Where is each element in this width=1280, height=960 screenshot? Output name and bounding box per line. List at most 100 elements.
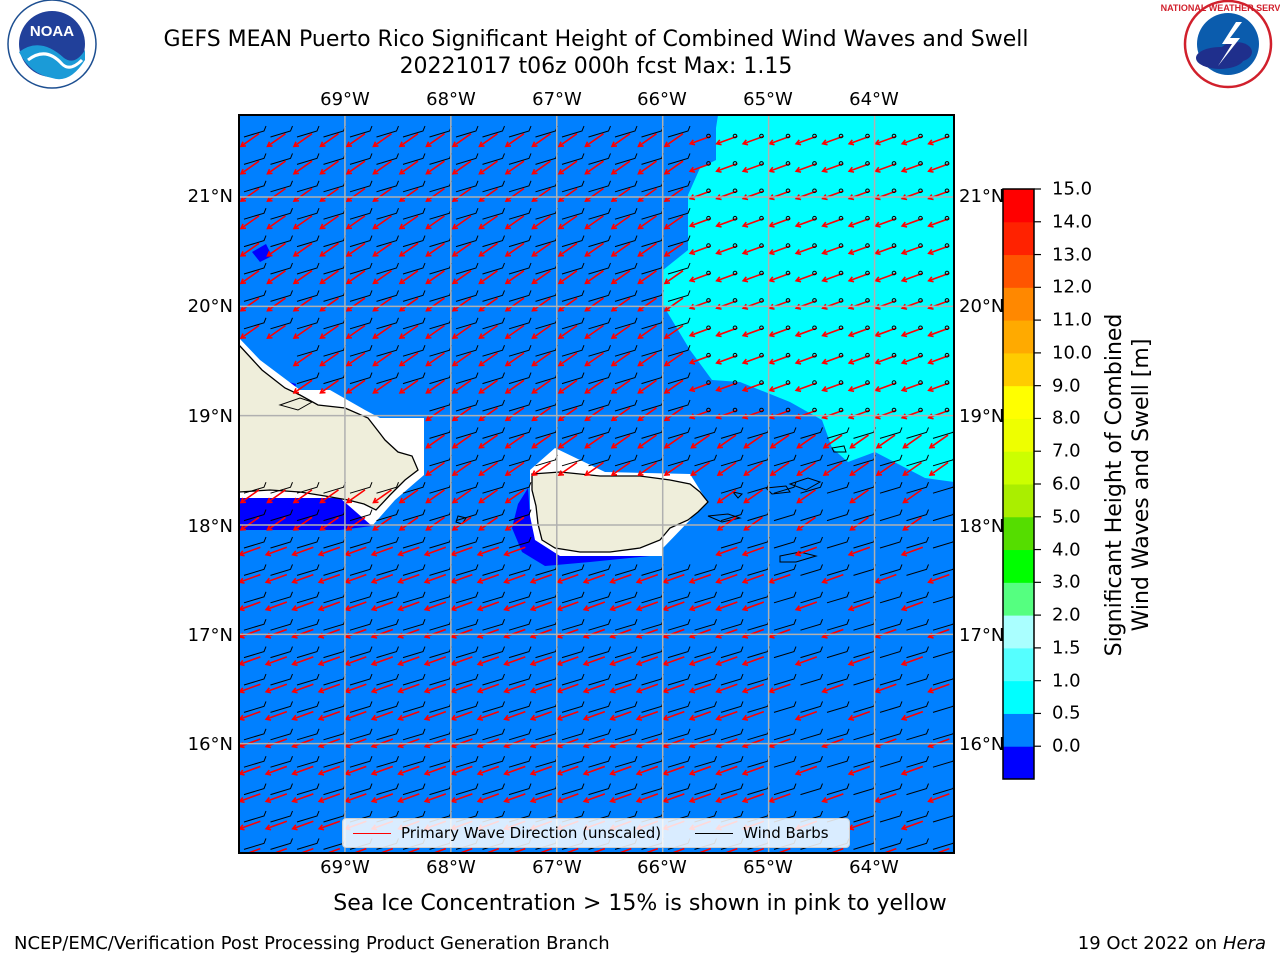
- wind-barb: [561, 564, 585, 576]
- wave-arrow: [479, 489, 498, 504]
- wave-arrowhead: [291, 550, 298, 557]
- wind-barb: [720, 509, 744, 522]
- wave-arrowhead: [741, 687, 749, 694]
- wave-arrow: [399, 160, 419, 175]
- wave-arrowhead: [370, 577, 378, 584]
- wave-arrowhead: [690, 470, 697, 476]
- wind-barb: [588, 591, 611, 604]
- wave-arrowhead: [902, 442, 909, 449]
- wind-barb-calm: [706, 407, 711, 413]
- wave-arrow: [611, 407, 631, 421]
- wave-arrowhead: [796, 497, 803, 504]
- wave-arrow: [399, 187, 419, 202]
- wave-arrowhead: [372, 525, 379, 531]
- wave-arrow: [583, 628, 606, 638]
- wind-barb-calm: [706, 215, 711, 221]
- wave-arrow: [795, 710, 818, 720]
- wave-arrowhead: [637, 196, 644, 202]
- wave-arrowhead: [768, 358, 775, 365]
- wave-arrow: [663, 628, 685, 638]
- wind-barb: [614, 235, 638, 248]
- wave-arrow: [239, 546, 261, 556]
- wave-arrowhead: [637, 141, 644, 148]
- wind-barb: [720, 701, 744, 713]
- wave-arrow: [903, 516, 922, 531]
- wave-arrowhead: [610, 278, 618, 285]
- wind-barb: [773, 591, 797, 604]
- wind-barb: [588, 399, 611, 412]
- wave-arrow: [239, 573, 261, 583]
- wave-arrowhead: [875, 442, 883, 449]
- lat-label-left-17: 17°N: [187, 625, 233, 646]
- wind-barb-calm: [944, 325, 950, 331]
- wind-barb: [270, 208, 293, 220]
- wave-arrowhead: [397, 577, 404, 584]
- wave-arrowhead: [264, 550, 272, 557]
- wave-arrow: [240, 324, 260, 339]
- wave-arrowhead: [847, 248, 855, 256]
- wind-barb: [349, 153, 373, 165]
- wave-arrowhead: [264, 687, 272, 694]
- wave-arrowhead: [768, 221, 775, 228]
- wind-barb: [455, 235, 479, 248]
- wind-barb: [482, 180, 505, 193]
- colorbar-label: Significant Height of Combined Wind Wave…: [1101, 314, 1155, 657]
- colorbar-segment: [1003, 647, 1034, 682]
- wave-arrowhead: [637, 223, 644, 230]
- lon-label-top-68: 68°W: [426, 89, 476, 110]
- wind-barb: [296, 756, 320, 768]
- wind-barb: [243, 701, 267, 713]
- wind-barb-calm: [865, 298, 870, 303]
- wave-arrow: [636, 656, 659, 666]
- wave-arrowhead: [584, 168, 591, 175]
- wave-arrowhead: [504, 525, 512, 531]
- wave-arrowhead: [451, 442, 459, 449]
- wind-barb: [482, 427, 505, 439]
- wave-arrowhead: [529, 577, 537, 584]
- wind-barb: [694, 783, 717, 796]
- wave-arrowhead: [531, 388, 538, 394]
- wave-arrow: [452, 242, 472, 257]
- wind-barb: [773, 673, 797, 686]
- wind-barb: [906, 619, 929, 631]
- wind-barb: [508, 482, 532, 494]
- wind-barb: [270, 728, 293, 741]
- noaa-logo: NOAA: [7, 0, 97, 89]
- wave-arrow: [505, 215, 525, 230]
- wave-arrow: [267, 187, 286, 202]
- wind-barb: [296, 619, 320, 631]
- wind-barb: [588, 646, 611, 659]
- wave-arrowhead: [637, 360, 644, 367]
- wave-arrow: [769, 628, 791, 638]
- wave-arrowhead: [264, 714, 272, 721]
- wave-arrowhead: [504, 333, 512, 339]
- wave-arrow: [822, 628, 844, 638]
- wave-arrowhead: [397, 550, 404, 557]
- wave-arrowhead: [504, 196, 512, 202]
- wind-barb: [720, 427, 744, 439]
- wind-barb: [243, 125, 267, 138]
- wave-arrow: [585, 133, 604, 147]
- wind-barb: [879, 756, 903, 768]
- wave-arrowhead: [425, 525, 432, 531]
- wave-arrow: [452, 489, 472, 504]
- wind-barb: [296, 701, 320, 713]
- wave-arrow: [399, 270, 419, 284]
- wind-barb: [773, 756, 797, 768]
- wave-arrow: [452, 379, 472, 394]
- wave-arrowhead: [582, 714, 590, 721]
- wave-arrow: [742, 710, 765, 720]
- wave-arrow: [477, 738, 500, 748]
- wave-arrow: [717, 461, 737, 476]
- wave-arrowhead: [319, 196, 326, 202]
- wind-barb-calm: [785, 133, 791, 139]
- wind-barb: [296, 345, 320, 357]
- wave-arrow: [505, 297, 525, 312]
- wave-arrowhead: [372, 168, 379, 175]
- wind-barb: [694, 646, 717, 659]
- wave-arrow: [797, 461, 816, 476]
- wind-barb: [614, 153, 638, 165]
- wave-arrow: [373, 352, 392, 367]
- wave-arrow: [267, 489, 286, 504]
- wind-barb: [270, 783, 293, 796]
